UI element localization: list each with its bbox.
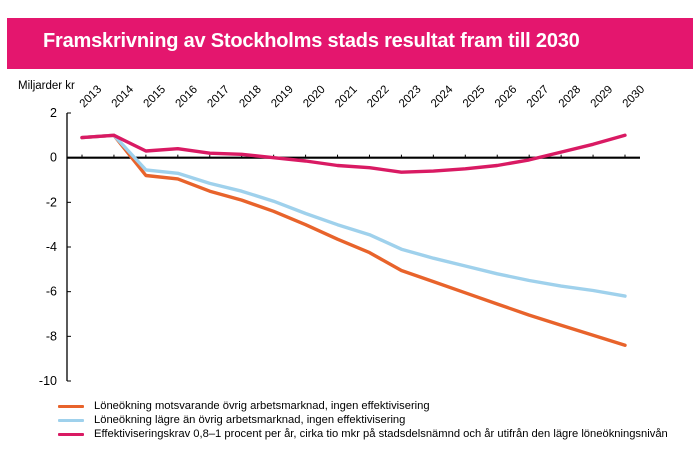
- series-line-2: [80, 133, 627, 298]
- y-tick-label: -6: [46, 285, 57, 299]
- x-tick-label: 2021: [333, 84, 360, 111]
- legend-swatch: [58, 419, 84, 422]
- legend-item: Löneökning lägre än övrig arbetsmarknad,…: [58, 413, 678, 427]
- y-tick-label: -8: [46, 329, 57, 343]
- x-tick-label: 2026: [493, 84, 520, 111]
- legend-swatch: [58, 433, 84, 436]
- y-tick-labels: 2 0 -2 -4 -6 -8 -10: [39, 106, 57, 388]
- x-tick-label: 2018: [237, 84, 264, 111]
- series-line-3: [80, 133, 627, 174]
- x-tick-label: 2014: [110, 83, 137, 110]
- x-tick-label: 2019: [269, 84, 296, 111]
- legend-item: Effektiviseringskrav 0,8–1 procent per å…: [58, 427, 678, 441]
- y-tick-label: -10: [39, 374, 57, 388]
- x-tick-label: 2027: [525, 84, 552, 111]
- chart-title: Framskrivning av Stockholms stads result…: [43, 30, 580, 52]
- legend-item: Löneökning motsvarande övrig arbetsmarkn…: [58, 399, 678, 413]
- x-tick-label: 2015: [142, 84, 169, 111]
- x-tick-label: 2020: [301, 84, 328, 111]
- legend-label: Löneökning motsvarande övrig arbetsmarkn…: [94, 400, 430, 412]
- x-tick-label: 2016: [173, 84, 200, 111]
- line-chart: Miljarder kr 2013 2014 2015 2016 2017 2018 201…: [18, 80, 648, 388]
- y-tick-label: -2: [46, 195, 57, 209]
- x-tick-label: 2025: [461, 84, 488, 111]
- x-tick-label: 2030: [621, 84, 648, 111]
- y-tick-label: -4: [46, 240, 57, 254]
- series-line-1: [80, 133, 627, 347]
- legend: Löneökning motsvarande övrig arbetsmarkn…: [58, 399, 678, 441]
- y-tick-label: 0: [50, 151, 57, 165]
- title-banner: Framskrivning av Stockholms stads result…: [7, 18, 693, 69]
- series-lines: [80, 133, 627, 347]
- legend-label: Effektiviseringskrav 0,8–1 procent per å…: [94, 428, 668, 440]
- x-tick-label: 2017: [205, 84, 232, 111]
- x-tick-label: 2013: [78, 84, 105, 111]
- legend-label: Löneökning lägre än övrig arbetsmarknad,…: [94, 414, 406, 426]
- x-tick-label: 2022: [365, 84, 392, 111]
- y-axis-label: Miljarder kr: [18, 80, 75, 92]
- legend-swatch: [58, 405, 84, 408]
- x-tick-label: 2023: [397, 84, 424, 111]
- x-tick-label: 2024: [429, 83, 456, 110]
- x-tick-labels: 2013 2014 2015 2016 2017 2018 2019 2020 2021 2022…: [78, 83, 648, 110]
- y-tick-label: 2: [50, 106, 57, 120]
- x-tick-label: 2028: [557, 84, 584, 111]
- x-tick-label: 2029: [589, 84, 616, 111]
